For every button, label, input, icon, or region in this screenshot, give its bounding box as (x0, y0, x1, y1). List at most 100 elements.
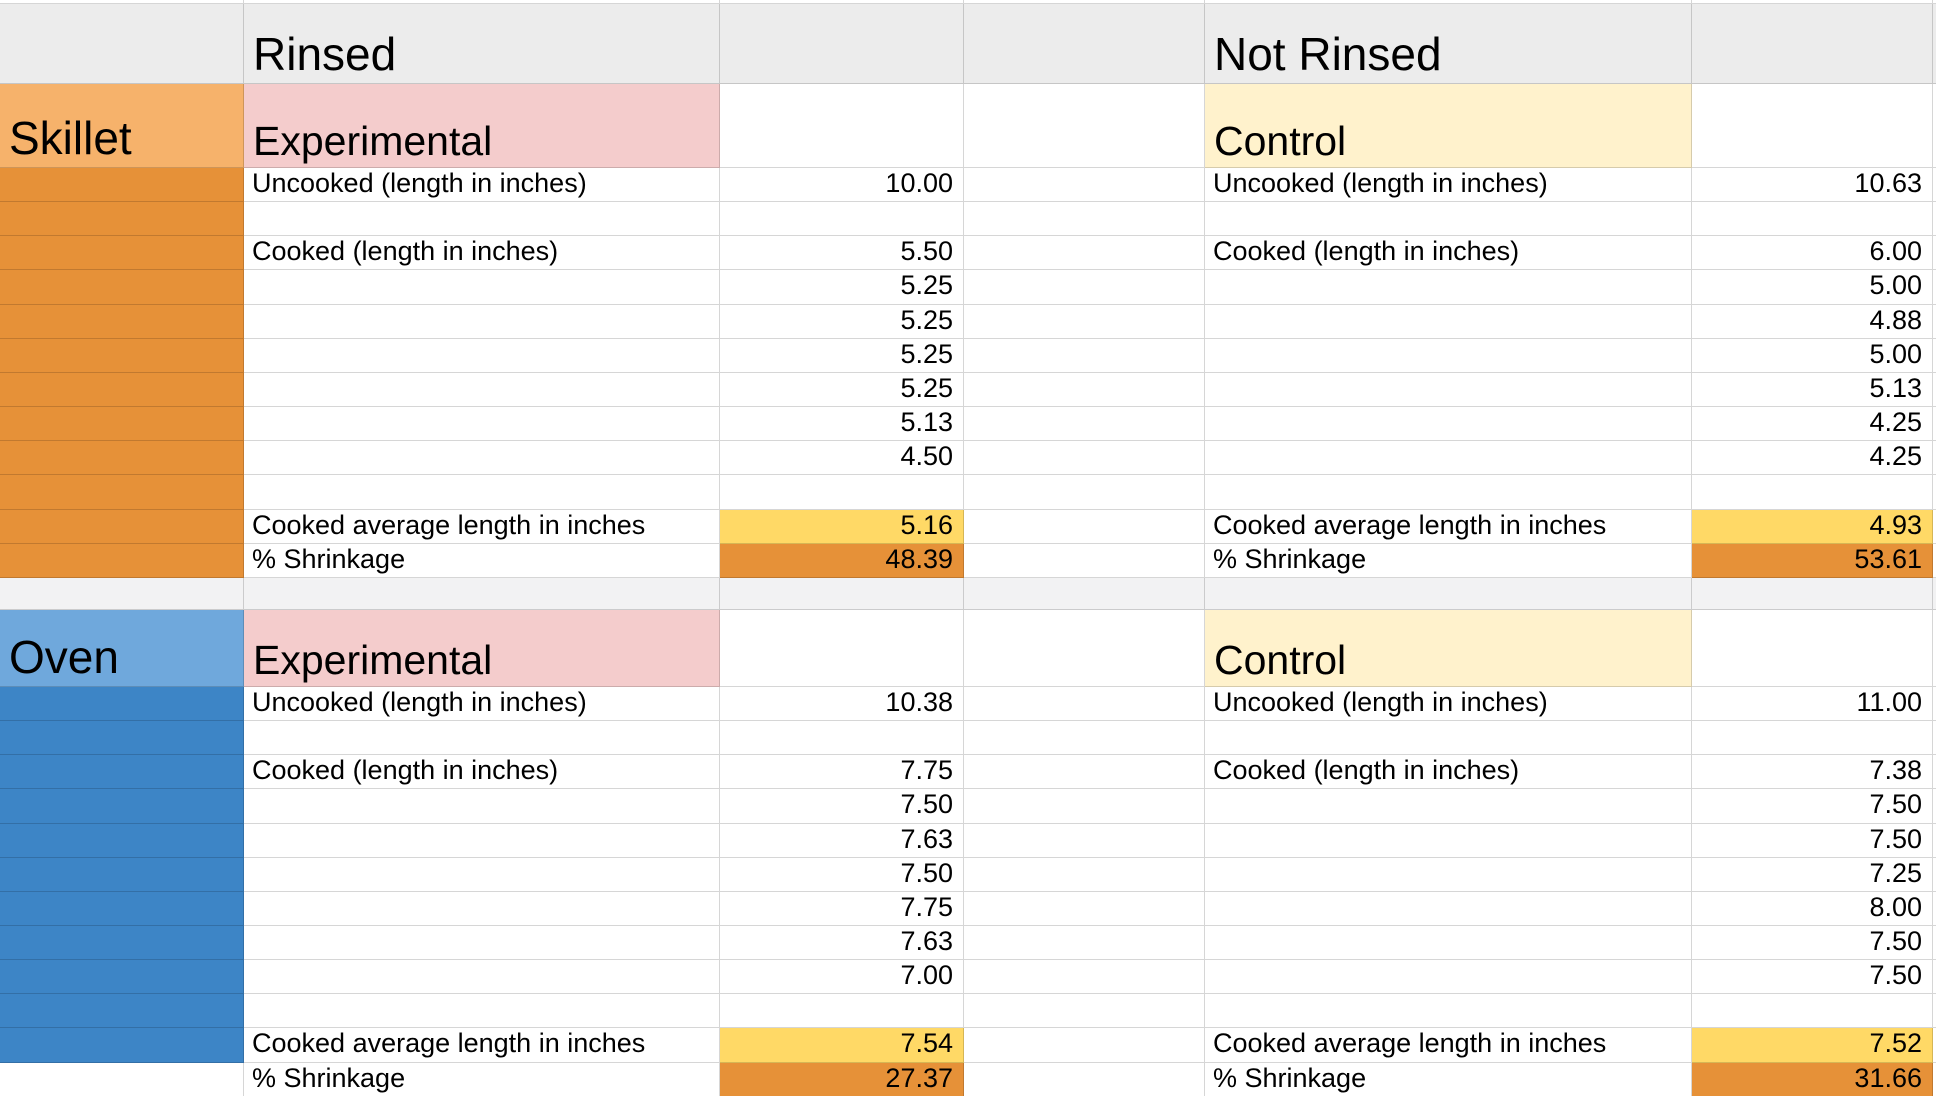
skillet-experimental-cooked-value-2[interactable]: 5.25 (720, 270, 964, 305)
skillet-control-cooked-value-2[interactable]: 5.00 (1692, 270, 1933, 305)
oven-name-cell[interactable]: Oven (0, 609, 244, 687)
oven-control-cooked-label[interactable]: Cooked (length in inches) (1205, 755, 1692, 790)
cell-r16c7[interactable] (1933, 577, 1936, 610)
cell-r20c1[interactable] (0, 755, 244, 790)
cell-r27c6[interactable] (1692, 994, 1933, 1029)
cell-r16c2[interactable] (244, 577, 720, 610)
oven-control-uncooked-value[interactable]: 11.00 (1692, 686, 1933, 722)
oven-experimental-cooked-value-2[interactable]: 7.50 (720, 789, 964, 824)
cell-r1c7[interactable] (1933, 0, 1936, 4)
oven-control-title-cell[interactable]: Control (1205, 609, 1692, 687)
cell-r27c1[interactable] (0, 994, 244, 1029)
cell-r8c2[interactable] (244, 304, 720, 339)
cell-r29c1[interactable] (0, 1062, 244, 1096)
cell-r11c4[interactable] (964, 407, 1205, 442)
cell-r12c7[interactable] (1933, 441, 1936, 476)
skillet-control-shrinkage-label[interactable]: % Shrinkage (1205, 543, 1692, 578)
oven-experimental-cooked-value-5[interactable]: 7.75 (720, 891, 964, 926)
cell-r26c5[interactable] (1205, 960, 1692, 995)
skillet-experimental-title-cell[interactable]: Experimental (244, 84, 720, 168)
cell-r26c2[interactable] (244, 960, 720, 995)
cell-r27c3[interactable] (720, 994, 964, 1029)
cell-r17c6[interactable] (1692, 609, 1933, 687)
oven-control-average-label[interactable]: Cooked average length in inches (1205, 1028, 1692, 1063)
cell-r5c3[interactable] (720, 202, 964, 237)
cell-r12c4[interactable] (964, 441, 1205, 476)
oven-experimental-average-label[interactable]: Cooked average length in inches (244, 1028, 720, 1063)
cell-r19c6[interactable] (1692, 721, 1933, 756)
cell-r10c2[interactable] (244, 372, 720, 408)
cell-r23c1[interactable] (0, 857, 244, 892)
skillet-experimental-average-value[interactable]: 5.16 (720, 509, 964, 544)
cell-r24c7[interactable] (1933, 891, 1936, 926)
cell-r6c1[interactable] (0, 236, 244, 271)
oven-experimental-shrinkage-label[interactable]: % Shrinkage (244, 1062, 720, 1096)
cell-r28c4[interactable] (964, 1028, 1205, 1063)
skillet-experimental-cooked-value-4[interactable]: 5.25 (720, 338, 964, 373)
cell-r2c7[interactable] (1933, 4, 1936, 84)
cell-r1c2[interactable] (244, 0, 720, 4)
skillet-experimental-shrinkage-value[interactable]: 48.39 (720, 543, 964, 578)
cell-r1c5[interactable] (1205, 0, 1692, 4)
cell-r4c1[interactable] (0, 168, 244, 203)
cell-r12c1[interactable] (0, 441, 244, 476)
cell-r1c4[interactable] (964, 0, 1205, 4)
cell-r8c7[interactable] (1933, 304, 1936, 339)
skillet-control-uncooked-label[interactable]: Uncooked (length in inches) (1205, 168, 1692, 203)
cell-r9c4[interactable] (964, 338, 1205, 373)
cell-r8c5[interactable] (1205, 304, 1692, 339)
cell-r17c7[interactable] (1933, 609, 1936, 687)
cell-r1c1[interactable] (0, 0, 244, 4)
cell-r1c6[interactable] (1692, 0, 1933, 4)
oven-experimental-cooked-value-1[interactable]: 7.75 (720, 755, 964, 790)
cell-r9c1[interactable] (0, 338, 244, 373)
cell-r11c1[interactable] (0, 407, 244, 442)
cell-r7c1[interactable] (0, 270, 244, 305)
skillet-control-cooked-value-6[interactable]: 4.25 (1692, 407, 1933, 442)
cell-r8c4[interactable] (964, 304, 1205, 339)
cell-r18c7[interactable] (1933, 686, 1936, 722)
cell-r16c1[interactable] (0, 577, 244, 610)
cell-r28c7[interactable] (1933, 1028, 1936, 1063)
cell-r7c4[interactable] (964, 270, 1205, 305)
cell-r4c7[interactable] (1933, 168, 1936, 203)
cell-r7c5[interactable] (1205, 270, 1692, 305)
skillet-control-cooked-value-5[interactable]: 5.13 (1692, 372, 1933, 408)
skillet-experimental-uncooked-value[interactable]: 10.00 (720, 168, 964, 203)
cell-r22c1[interactable] (0, 823, 244, 858)
cell-r20c7[interactable] (1933, 755, 1936, 790)
oven-experimental-uncooked-label[interactable]: Uncooked (length in inches) (244, 686, 720, 722)
cell-r5c7[interactable] (1933, 202, 1936, 237)
cell-r3c6[interactable] (1692, 84, 1933, 168)
oven-experimental-cooked-value-4[interactable]: 7.50 (720, 857, 964, 892)
cell-r3c4[interactable] (964, 84, 1205, 168)
oven-experimental-average-value[interactable]: 7.54 (720, 1028, 964, 1063)
cell-r23c5[interactable] (1205, 857, 1692, 892)
cell-r5c1[interactable] (0, 202, 244, 237)
cell-r13c5[interactable] (1205, 475, 1692, 510)
cell-r15c4[interactable] (964, 543, 1205, 578)
cell-r26c4[interactable] (964, 960, 1205, 995)
cell-r1c3[interactable] (720, 0, 964, 4)
cell-r12c5[interactable] (1205, 441, 1692, 476)
cell-r23c7[interactable] (1933, 857, 1936, 892)
skillet-experimental-cooked-value-3[interactable]: 5.25 (720, 304, 964, 339)
oven-control-shrinkage-value[interactable]: 31.66 (1692, 1062, 1933, 1096)
cell-r15c7[interactable] (1933, 543, 1936, 578)
cell-r22c5[interactable] (1205, 823, 1692, 858)
skillet-control-average-label[interactable]: Cooked average length in inches (1205, 509, 1692, 544)
cell-r13c6[interactable] (1692, 475, 1933, 510)
cell-r25c1[interactable] (0, 925, 244, 961)
cell-r10c7[interactable] (1933, 372, 1936, 408)
cell-r16c3[interactable] (720, 577, 964, 610)
cell-r8c1[interactable] (0, 304, 244, 339)
cell-r24c2[interactable] (244, 891, 720, 926)
cell-r25c7[interactable] (1933, 925, 1936, 961)
cell-r27c5[interactable] (1205, 994, 1692, 1029)
skillet-control-cooked-label[interactable]: Cooked (length in inches) (1205, 236, 1692, 271)
cell-r29c4[interactable] (964, 1062, 1205, 1096)
cell-r5c6[interactable] (1692, 202, 1933, 237)
skillet-experimental-cooked-value-7[interactable]: 4.50 (720, 441, 964, 476)
cell-r21c1[interactable] (0, 789, 244, 824)
cell-r17c4[interactable] (964, 609, 1205, 687)
